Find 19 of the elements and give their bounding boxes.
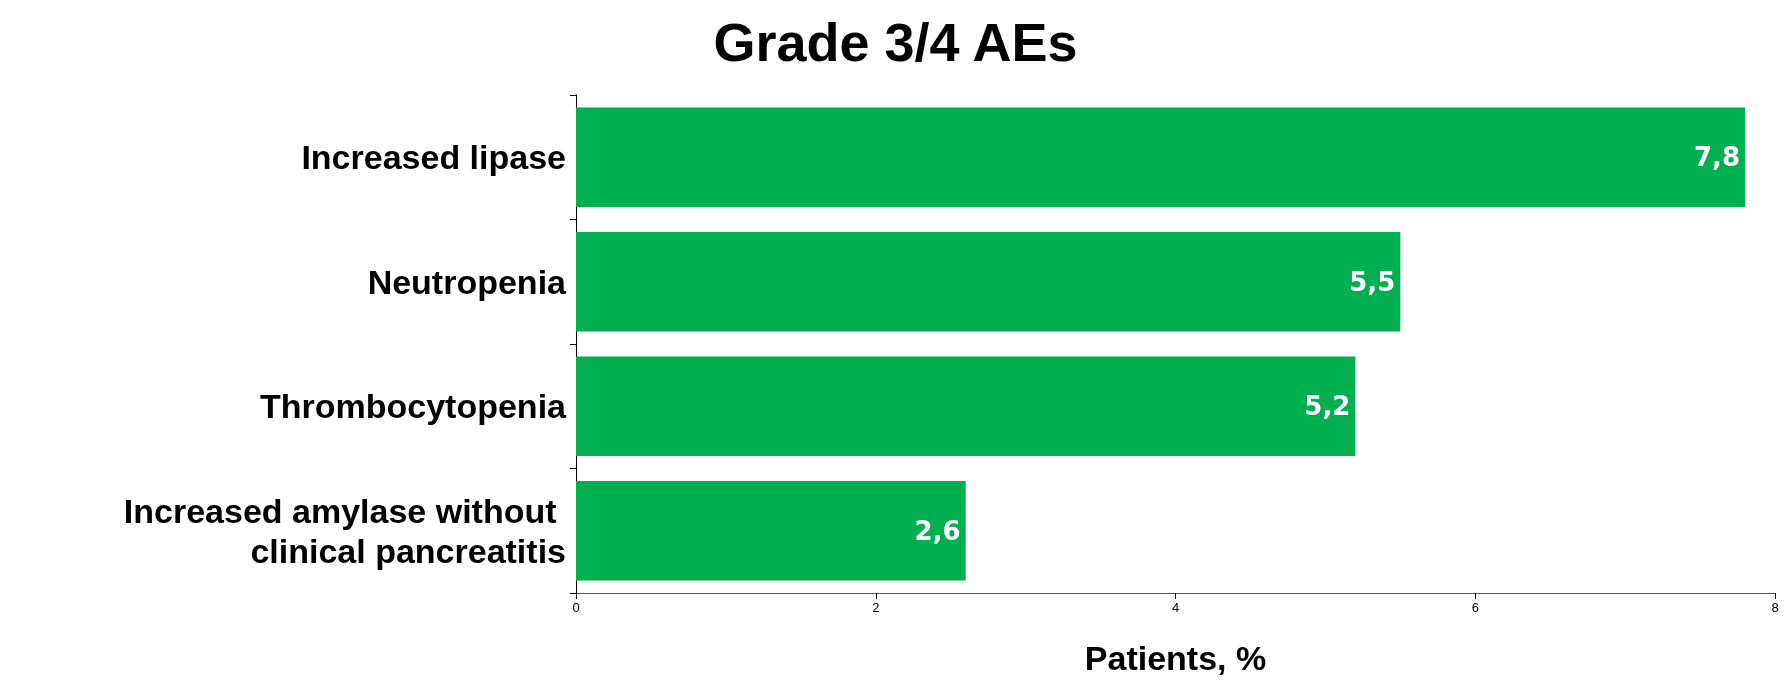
x-tick-label: 4 <box>1171 600 1180 615</box>
data-label: 2,6 <box>914 515 961 546</box>
y-tick-label: Thrombocytopenia <box>259 387 568 426</box>
chart-title: Grade 3/4 AEs <box>713 12 1078 72</box>
data-label: 5,2 <box>1304 391 1351 422</box>
y-tick-label: Neutropenia <box>367 262 568 301</box>
x-axis-title: Patients, % <box>1084 639 1267 677</box>
bar <box>576 231 1401 332</box>
data-label: 7,8 <box>1693 142 1741 173</box>
bar <box>576 356 1356 457</box>
data-label: 5,5 <box>1349 266 1396 297</box>
x-tick-label: 0 <box>572 600 580 615</box>
x-tick-label: 6 <box>1471 600 1479 615</box>
x-tick-label: 8 <box>1771 600 1779 615</box>
bar <box>576 480 966 581</box>
bar <box>576 107 1746 208</box>
x-tick-label: 2 <box>872 600 880 615</box>
y-tick-label: Increased lipase <box>301 138 566 177</box>
y-tick-label: Increased amylase without clinical pancreatitis <box>123 491 566 570</box>
